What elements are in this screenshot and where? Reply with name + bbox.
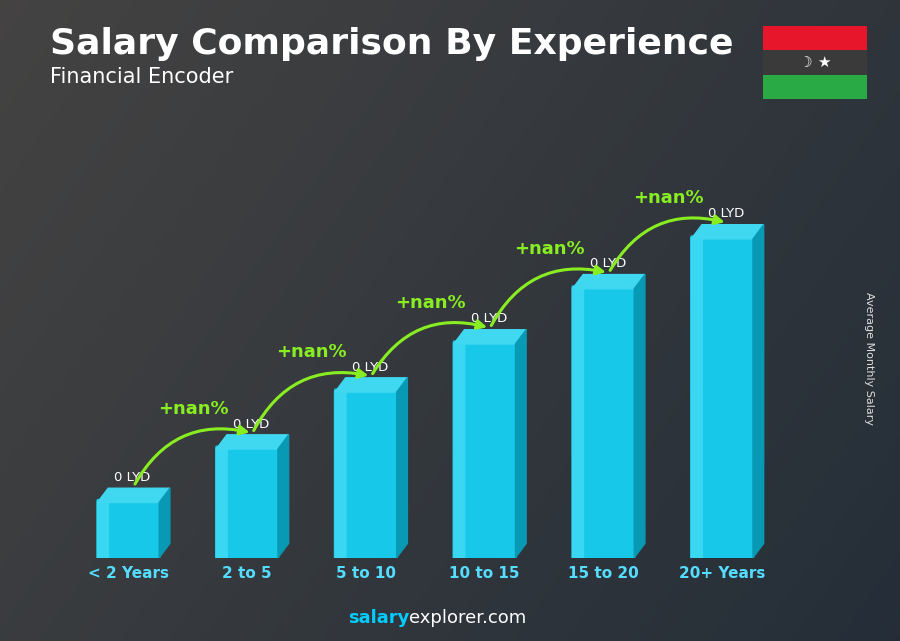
- FancyBboxPatch shape: [97, 501, 109, 560]
- Text: salary: salary: [348, 609, 410, 627]
- FancyBboxPatch shape: [453, 340, 517, 562]
- Polygon shape: [159, 488, 170, 558]
- Polygon shape: [753, 225, 764, 558]
- FancyBboxPatch shape: [453, 342, 465, 560]
- FancyBboxPatch shape: [572, 287, 584, 560]
- FancyBboxPatch shape: [690, 237, 703, 560]
- Text: 0 LYD: 0 LYD: [233, 417, 269, 431]
- Polygon shape: [397, 378, 408, 558]
- Bar: [763, 50, 867, 75]
- Polygon shape: [634, 274, 645, 558]
- Text: +nan%: +nan%: [514, 240, 585, 258]
- Text: 0 LYD: 0 LYD: [590, 257, 625, 271]
- Polygon shape: [572, 274, 645, 289]
- Text: 0 LYD: 0 LYD: [352, 360, 388, 374]
- Text: Financial Encoder: Financial Encoder: [50, 67, 233, 87]
- Text: 0 LYD: 0 LYD: [471, 312, 507, 326]
- Text: ☽ ★: ☽ ★: [798, 55, 832, 70]
- Polygon shape: [516, 329, 526, 558]
- Text: 0 LYD: 0 LYD: [114, 471, 150, 484]
- Text: Average Monthly Salary: Average Monthly Salary: [863, 292, 874, 426]
- Bar: [763, 26, 867, 50]
- Text: +nan%: +nan%: [276, 344, 347, 362]
- Polygon shape: [335, 378, 408, 392]
- Polygon shape: [97, 488, 170, 503]
- FancyBboxPatch shape: [334, 388, 398, 562]
- FancyBboxPatch shape: [96, 499, 160, 562]
- FancyBboxPatch shape: [216, 447, 228, 560]
- Text: +nan%: +nan%: [395, 294, 466, 312]
- Bar: [763, 75, 867, 99]
- FancyBboxPatch shape: [215, 445, 279, 562]
- Text: +nan%: +nan%: [158, 400, 229, 418]
- FancyBboxPatch shape: [690, 235, 754, 562]
- Polygon shape: [278, 435, 289, 558]
- Text: +nan%: +nan%: [633, 189, 704, 207]
- Text: 0 LYD: 0 LYD: [708, 208, 744, 221]
- FancyBboxPatch shape: [335, 390, 346, 560]
- Polygon shape: [691, 225, 764, 239]
- Text: Salary Comparison By Experience: Salary Comparison By Experience: [50, 27, 733, 61]
- Polygon shape: [454, 329, 526, 344]
- FancyBboxPatch shape: [572, 285, 635, 562]
- Polygon shape: [216, 435, 289, 449]
- Text: explorer.com: explorer.com: [410, 609, 526, 627]
